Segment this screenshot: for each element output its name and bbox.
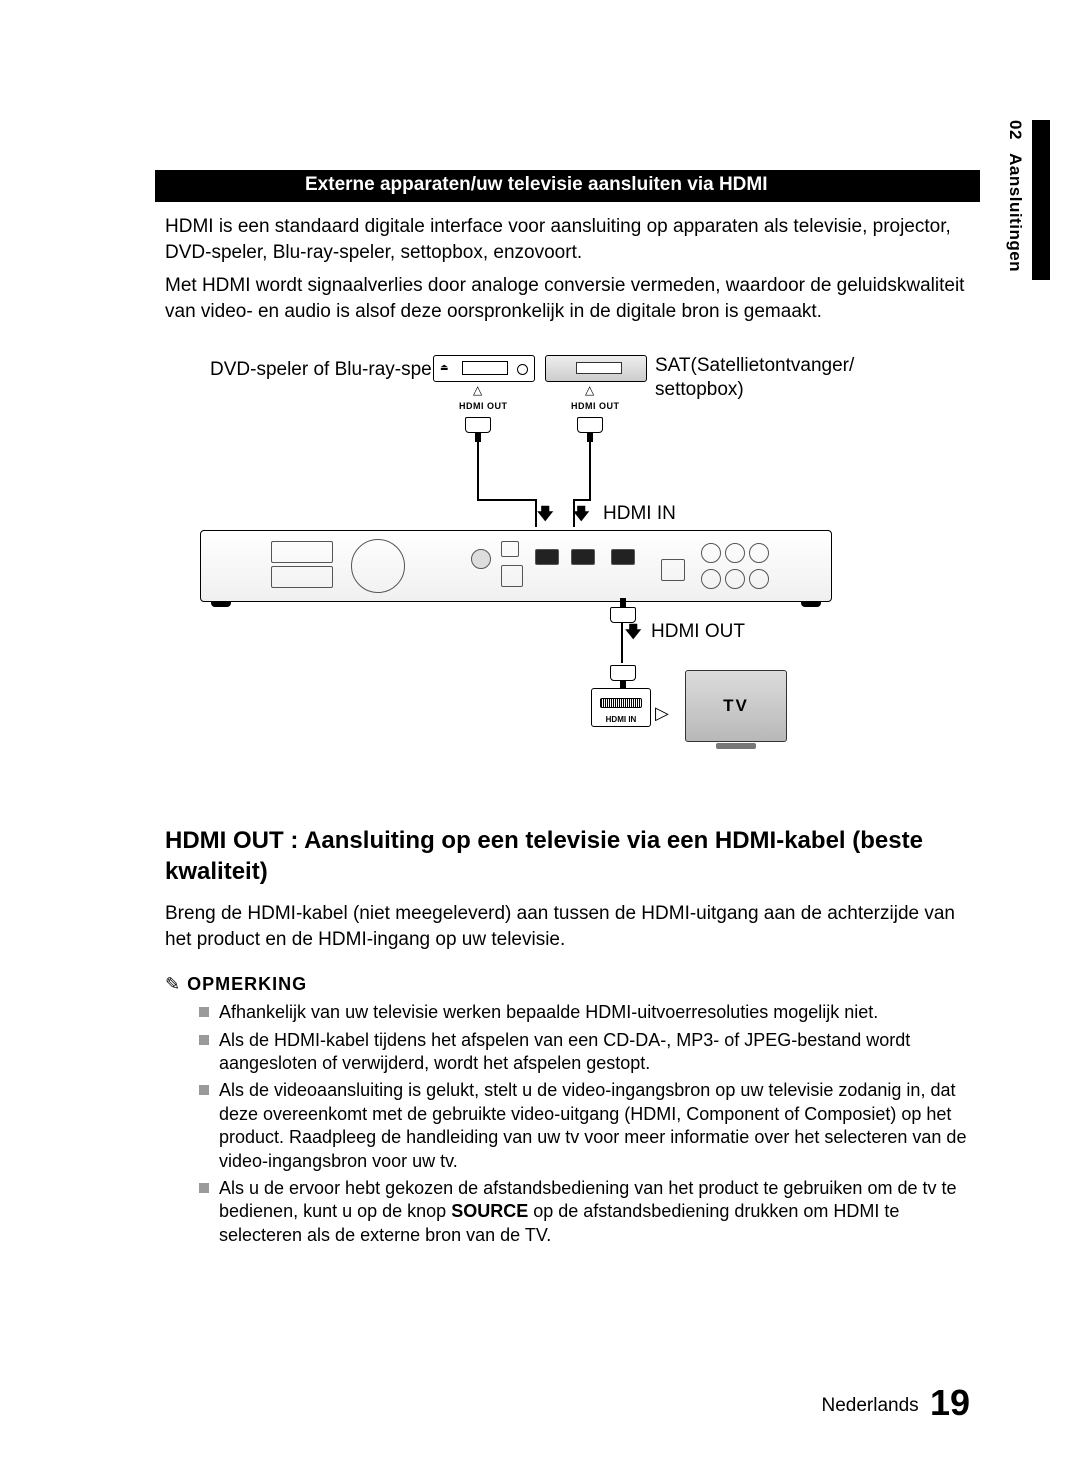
cable <box>477 499 537 501</box>
subsection-heading: HDMI OUT : Aansluiting op een televisie … <box>165 825 970 887</box>
chapter-tab-bar <box>1032 120 1050 280</box>
tv-icon: TV <box>685 670 787 742</box>
chapter-number: 02 <box>1006 120 1025 140</box>
connection-diagram: DVD-speler of Blu-ray-speler ⏏ SAT(Satel… <box>165 345 970 775</box>
note-text: Als u de ervoor hebt gekozen de afstands… <box>219 1178 957 1245</box>
cable <box>589 441 591 499</box>
source-keyword: SOURCE <box>451 1201 528 1221</box>
page-number: 19 <box>930 1382 970 1423</box>
cable <box>573 499 591 501</box>
sat-receiver-icon <box>545 355 647 382</box>
hdmi-plug-icon <box>610 665 636 681</box>
intro-paragraph-2: Met HDMI wordt signaalverlies door analo… <box>165 273 970 324</box>
note-text: Als de HDMI-kabel tijdens het afspelen v… <box>219 1030 910 1073</box>
dvd-player-label: DVD-speler of Blu-ray-speler <box>210 359 453 381</box>
page-footer: Nederlands 19 <box>822 1382 971 1424</box>
arrow-up-icon: △ <box>473 383 482 397</box>
note-text: Afhankelijk van uw televisie werken bepa… <box>219 1002 878 1022</box>
tv-label: TV <box>723 696 749 716</box>
tv-hdmi-in-label: HDMI IN <box>600 715 642 724</box>
intro-paragraph-1: HDMI is een standaard digitale interface… <box>165 214 970 265</box>
note-item: Afhankelijk van uw televisie werken bepa… <box>199 1001 970 1024</box>
hdmi-out-port-label: HDMI OUT <box>459 401 508 411</box>
notes-list: Afhankelijk van uw televisie werken bepa… <box>165 1001 970 1247</box>
arrow-down-icon: 🡇 <box>625 621 641 648</box>
manual-page: 02 Aansluitingen Externe apparaten/uw te… <box>0 0 1080 1479</box>
instruction-paragraph: Breng de HDMI-kabel (niet meegeleverd) a… <box>165 901 970 952</box>
cable <box>621 623 623 663</box>
receiver-back-panel <box>200 530 832 602</box>
dvd-player-icon: ⏏ <box>433 355 535 382</box>
sat-receiver-label-2: settopbox) <box>655 379 744 401</box>
hdmi-out-label: HDMI OUT <box>651 621 745 643</box>
arrow-down-icon: 🡇 <box>573 503 589 530</box>
note-item: Als de videoaansluiting is gelukt, stelt… <box>199 1079 970 1173</box>
note-heading-text: OPMERKING <box>187 974 307 994</box>
hdmi-plug-icon <box>465 417 491 433</box>
tv-hdmi-port: HDMI IN <box>591 688 651 727</box>
hdmi-plug-icon <box>577 417 603 433</box>
chapter-title: Aansluitingen <box>1006 153 1025 272</box>
arrow-down-icon: 🡇 <box>537 503 553 530</box>
cable <box>477 441 479 499</box>
note-text: Als de videoaansluiting is gelukt, stelt… <box>219 1080 966 1170</box>
footer-language: Nederlands <box>822 1395 919 1416</box>
hdmi-out-port-label: HDMI OUT <box>571 401 620 411</box>
note-item: Als u de ervoor hebt gekozen de afstands… <box>199 1177 970 1247</box>
chapter-tab: 02 Aansluitingen <box>1005 120 1025 272</box>
hdmi-in-label: HDMI IN <box>603 503 676 525</box>
sat-receiver-label-1: SAT(Satellietontvanger/ <box>655 355 854 377</box>
note-heading: ✎ OPMERKING <box>165 974 970 995</box>
note-icon: ✎ <box>165 974 181 995</box>
leader-arrow-icon: ▷ <box>655 703 669 724</box>
arrow-up-icon: △ <box>585 383 594 397</box>
section-heading: Externe apparaten/uw televisie aansluite… <box>155 170 980 202</box>
note-item: Als de HDMI-kabel tijdens het afspelen v… <box>199 1029 970 1076</box>
